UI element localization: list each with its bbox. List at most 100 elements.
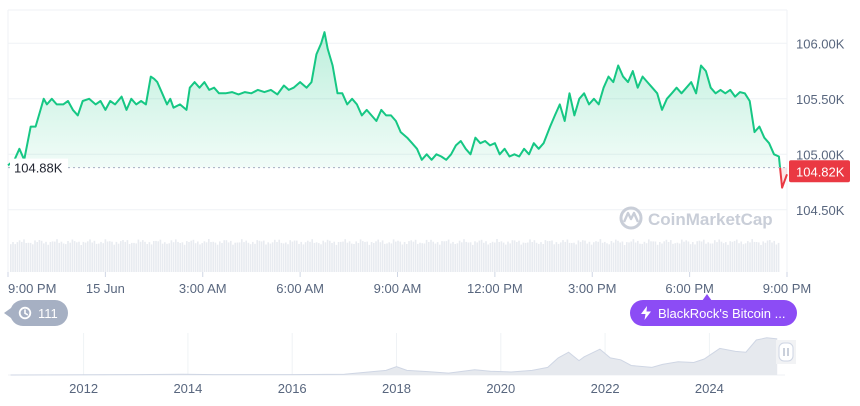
- volume-bar: [463, 239, 465, 272]
- volume-bar: [698, 240, 701, 272]
- volume-bar: [161, 243, 164, 272]
- volume-bar: [230, 240, 232, 272]
- volume-bar: [214, 242, 217, 272]
- history-range-handle[interactable]: [778, 342, 794, 362]
- volume-bar: [313, 242, 316, 272]
- volume-bar: [485, 241, 487, 272]
- volume-bar: [531, 242, 533, 272]
- volume-bar: [227, 242, 230, 272]
- volume-bar: [115, 241, 118, 272]
- volume-bar: [280, 242, 283, 272]
- volume-bar: [91, 242, 93, 272]
- history-tick-label: 2016: [278, 381, 307, 396]
- volume-bar: [441, 241, 443, 272]
- volume-bar: [183, 244, 186, 272]
- volume-bar: [362, 241, 364, 272]
- volume-bar: [155, 240, 157, 272]
- volume-bar: [630, 241, 632, 272]
- volume-bar: [58, 242, 60, 272]
- volume-bar: [736, 239, 738, 272]
- volume-bar: [100, 241, 102, 272]
- volume-bar: [718, 239, 720, 272]
- volume-bar: [670, 240, 672, 272]
- volume-bar: [238, 242, 241, 272]
- volume-bar: [535, 242, 538, 272]
- volume-bar: [344, 239, 346, 272]
- volume-bar: [483, 242, 485, 272]
- volume-bar: [584, 240, 586, 272]
- volume-bar: [722, 243, 725, 272]
- volume-bar: [12, 242, 14, 272]
- volume-bar: [467, 242, 470, 272]
- volume-bar: [159, 239, 162, 272]
- volume-bar: [626, 242, 628, 272]
- history-count: 111: [38, 305, 58, 321]
- volume-bar: [562, 240, 564, 272]
- volume-bar: [612, 242, 615, 272]
- volume-bar: [555, 242, 558, 272]
- volume-bar: [205, 242, 208, 272]
- volume-bar: [551, 240, 553, 272]
- volume-bar: [566, 239, 569, 272]
- volume-bar: [247, 242, 250, 272]
- volume-bar: [454, 244, 456, 272]
- volume-bar: [564, 241, 566, 272]
- volume-bar: [364, 241, 366, 272]
- volume-bar: [399, 241, 401, 272]
- volume-bar: [634, 242, 637, 272]
- volume-bar: [527, 242, 529, 272]
- volume-bar: [298, 243, 300, 272]
- volume-bar: [122, 240, 124, 272]
- volume-bar: [549, 241, 551, 272]
- volume-bar: [428, 242, 430, 272]
- volume-bar: [373, 243, 375, 272]
- volume-bar: [113, 244, 115, 272]
- news-event-badge[interactable]: BlackRock's Bitcoin ...: [630, 294, 798, 326]
- volume-bar: [582, 240, 584, 272]
- volume-bar: [579, 241, 582, 272]
- volume-bar: [370, 242, 373, 272]
- volume-bar: [315, 242, 318, 272]
- volume-bar: [395, 241, 397, 272]
- volume-bar: [179, 243, 181, 272]
- volume-bar: [47, 244, 49, 272]
- volume-bar: [377, 239, 379, 272]
- volume-bar: [144, 241, 146, 272]
- volume-bar: [461, 242, 463, 272]
- volume-bar: [452, 241, 454, 272]
- volume-bar: [342, 241, 344, 272]
- volume-bar: [747, 241, 749, 272]
- volume-bar: [236, 242, 239, 272]
- volume-bar: [586, 243, 588, 272]
- volume-bar: [263, 240, 265, 272]
- volume-bar: [98, 243, 100, 272]
- volume-bar: [597, 241, 599, 272]
- volume-bar: [674, 243, 676, 272]
- volume-bar: [650, 241, 652, 272]
- volume-bar: [148, 242, 151, 272]
- volume-bar: [632, 239, 635, 272]
- volume-bar: [474, 241, 476, 272]
- volume-bar: [571, 243, 573, 272]
- volume-bar: [139, 241, 142, 272]
- volume-bar: [351, 243, 353, 272]
- volume-bar: [234, 242, 236, 272]
- volume-bar: [311, 239, 313, 272]
- volume-bar: [606, 243, 608, 272]
- volume-bar: [623, 245, 626, 272]
- volume-bar: [285, 242, 287, 272]
- volume-bar: [538, 243, 540, 272]
- volume-bar: [95, 243, 98, 272]
- volume-bar: [687, 241, 690, 272]
- volume-bar: [487, 244, 489, 272]
- history-count-badge[interactable]: 111: [4, 300, 68, 326]
- volume-bar: [128, 244, 131, 272]
- volume-bar: [758, 242, 760, 272]
- volume-bar: [199, 244, 201, 272]
- baseline-label: 104.88K: [14, 161, 63, 176]
- volume-bar: [256, 240, 258, 272]
- volume-bar: [529, 239, 531, 272]
- volume-bar: [93, 240, 96, 272]
- volume-bar: [659, 242, 661, 272]
- volume-bar: [194, 243, 197, 272]
